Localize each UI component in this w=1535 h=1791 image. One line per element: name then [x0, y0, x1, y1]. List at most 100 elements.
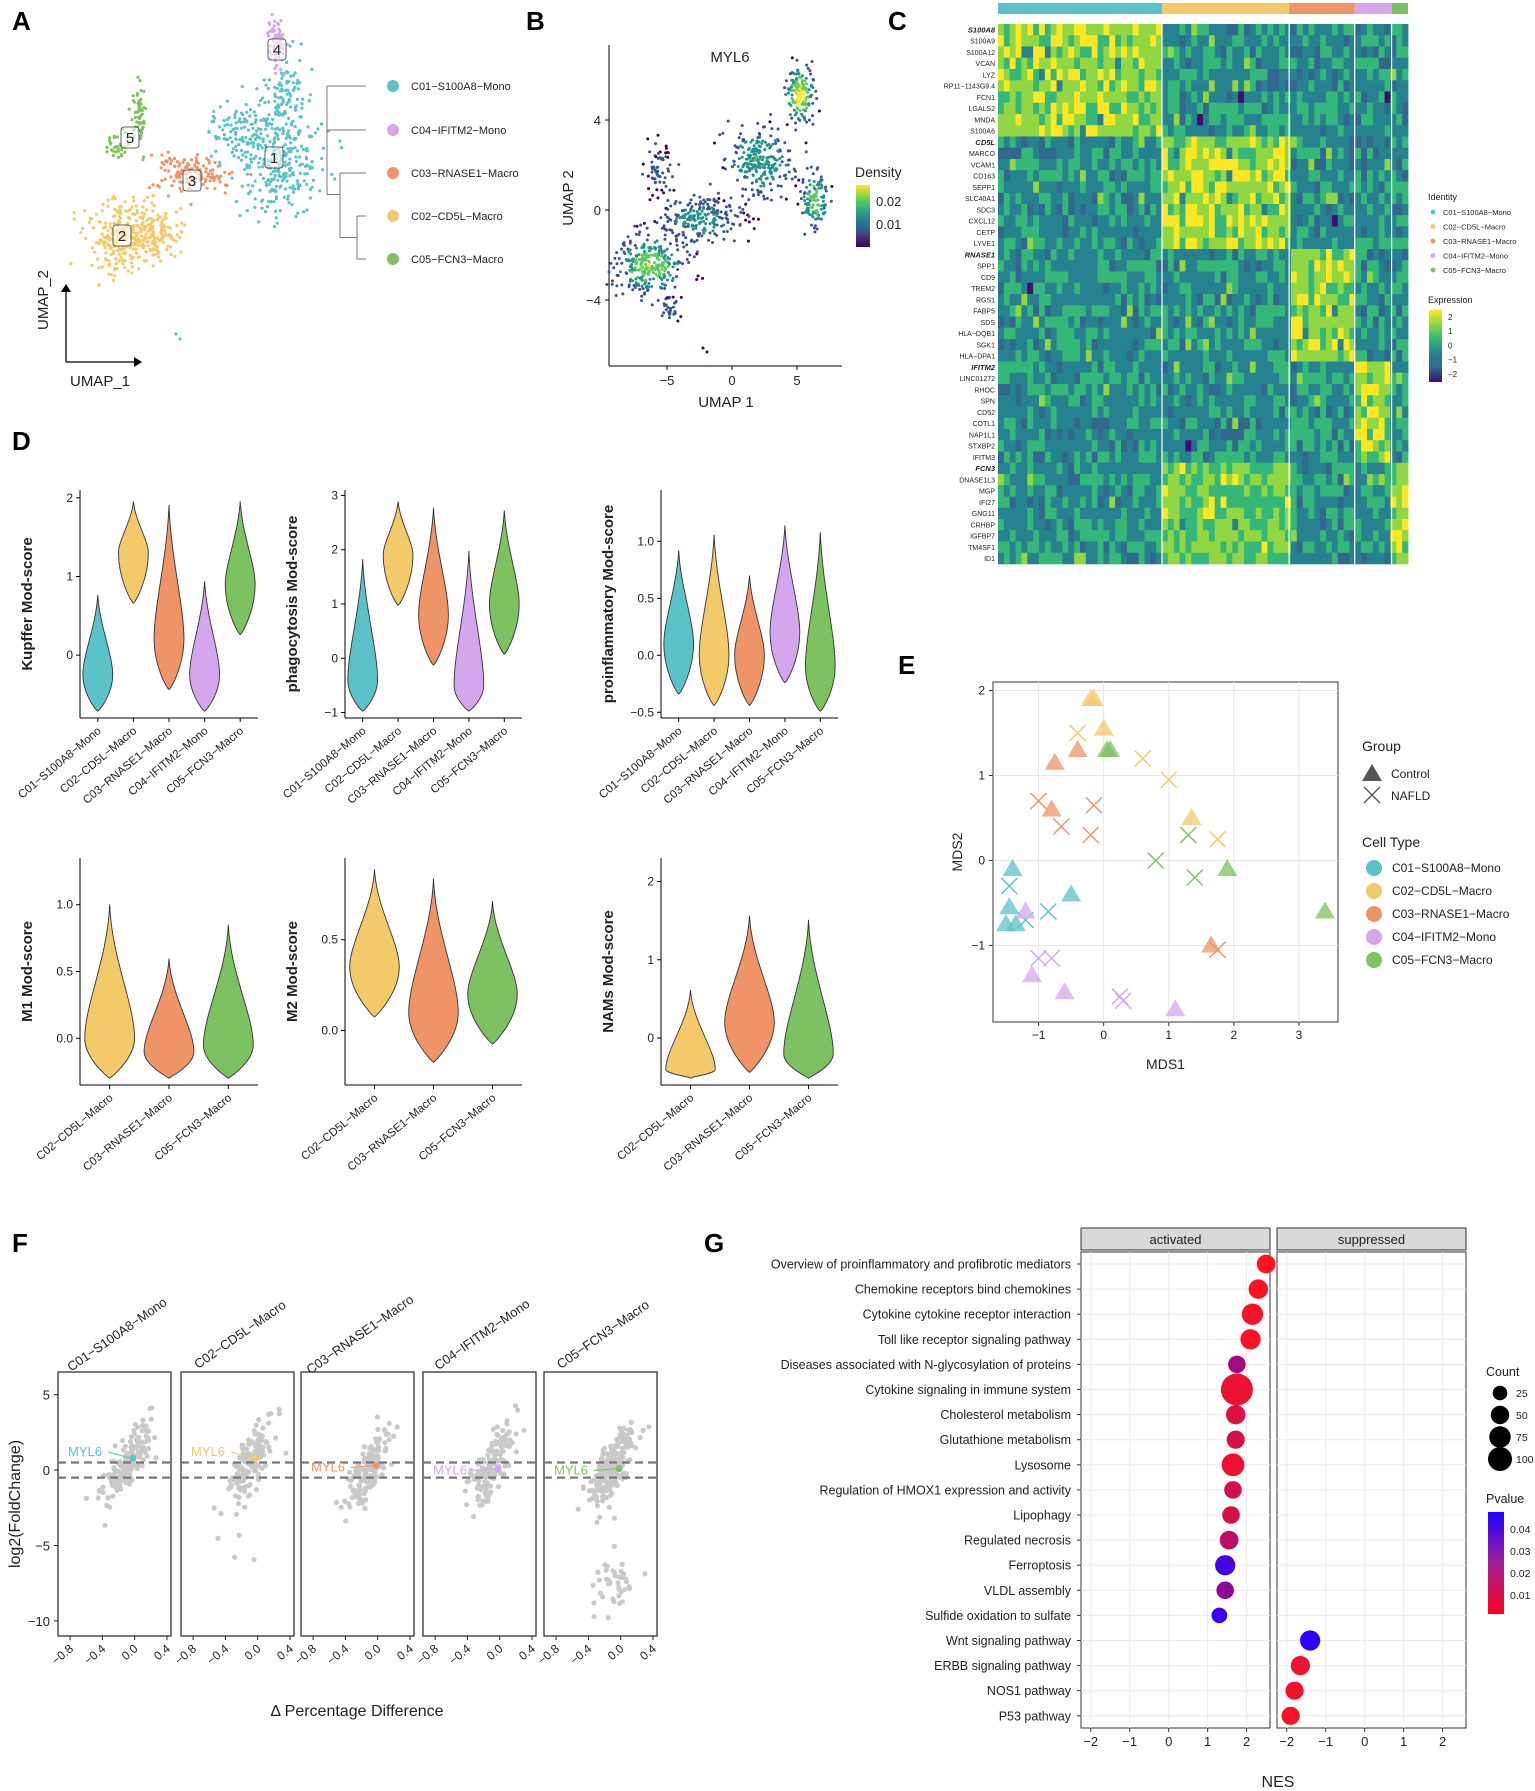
density-point [797, 178, 801, 182]
heatmap-cell [1115, 417, 1122, 430]
heatmap-cell [1162, 24, 1169, 36]
heatmap-cell [1080, 57, 1087, 70]
heatmap-cell [1384, 181, 1391, 194]
heatmap-cell [1074, 294, 1081, 306]
heatmap-cell [1003, 282, 1011, 295]
heatmap-cell [1349, 316, 1356, 329]
heatmap-cell [1156, 147, 1163, 160]
heatmap-cell [1021, 339, 1028, 351]
density-point [738, 205, 742, 209]
heatmap-cell [1003, 305, 1011, 317]
umap-point [238, 138, 242, 142]
density-point [639, 223, 643, 227]
umap-point [272, 140, 277, 144]
heatmap-cell [1384, 237, 1391, 250]
heatmap-cell [1097, 372, 1104, 385]
heatmap-cell [1039, 181, 1046, 194]
heatmap-cell [1337, 215, 1344, 227]
heatmap-cell [1068, 69, 1075, 81]
heatmap-cell [1191, 350, 1198, 362]
density-point [698, 221, 702, 225]
umap-point [109, 273, 114, 277]
heatmap-cell [1361, 339, 1368, 351]
heatmap-cell [1021, 372, 1028, 385]
umap-point [155, 236, 160, 240]
heatmap-cell [1150, 260, 1157, 272]
heatmap-cell [1173, 271, 1180, 284]
heatmap-cell [1326, 136, 1333, 149]
heatmap-cell [1396, 204, 1403, 216]
heatmap-cell [1255, 249, 1262, 261]
heatmap-cell [1162, 102, 1169, 115]
umap-point [141, 158, 145, 162]
density-point [752, 193, 756, 197]
umap-point [161, 218, 165, 222]
density-point [674, 275, 678, 279]
heatmap-cell [1015, 316, 1022, 329]
heatmap-cell [1150, 406, 1157, 419]
heatmap-cell [1027, 260, 1034, 272]
heatmap-cell [1080, 136, 1087, 149]
heatmap-cell [1121, 80, 1128, 92]
umap-point [129, 257, 133, 261]
heatmap-cell [1132, 24, 1139, 36]
heatmap-cell [1185, 57, 1192, 70]
heatmap-cell [1050, 46, 1057, 59]
heatmap-cell [1167, 294, 1175, 306]
heatmap-cell [1367, 429, 1374, 441]
umap-point [318, 189, 322, 193]
heatmap-cell [1326, 271, 1333, 284]
identity-bar [1354, 3, 1392, 14]
heatmap-cell [1337, 80, 1344, 92]
density-point [668, 313, 672, 317]
heatmap-cell [1343, 24, 1350, 36]
heatmap-cell [1203, 327, 1210, 340]
umap-point [165, 247, 169, 252]
heatmap-cell [1044, 294, 1052, 306]
umap-point [160, 179, 164, 183]
heatmap-cell [1320, 350, 1327, 362]
chart-title: MYL6 [710, 49, 749, 66]
heatmap-cell [1027, 102, 1034, 115]
heatmap-cell [1015, 327, 1022, 340]
heatmap-cell [1021, 192, 1028, 205]
heatmap-cell [1162, 69, 1169, 81]
heatmap-cell [1162, 350, 1169, 362]
heatmap-cell [1314, 384, 1321, 396]
heatmap-cell [1179, 384, 1186, 396]
umap-point [178, 337, 182, 341]
heatmap-cell [1132, 395, 1139, 407]
density-colorbar [856, 185, 870, 247]
heatmap-cell [1238, 249, 1245, 261]
heatmap-cell [1203, 24, 1210, 36]
y-tick-label: 0 [594, 203, 601, 218]
density-point [770, 127, 774, 131]
heatmap-cell [1191, 91, 1198, 104]
density-point [650, 160, 654, 164]
umap-point [140, 112, 144, 116]
umap-point [288, 146, 292, 150]
legend-label: C04−IFITM2−Mono [411, 125, 506, 137]
density-point [669, 306, 673, 310]
heatmap-cell [1208, 24, 1216, 36]
density-point [612, 266, 616, 270]
heatmap-cell [1156, 181, 1163, 194]
heatmap-cell [998, 181, 1005, 194]
heatmap-cell [1402, 417, 1409, 430]
umap-point [115, 135, 119, 139]
umap-point [283, 160, 287, 164]
heatmap-cell [1039, 260, 1046, 272]
heatmap-cell [1290, 192, 1298, 205]
legend-label: C03−RNASE1−Macro [411, 168, 519, 180]
density-point [745, 165, 749, 169]
heatmap-cell [1355, 282, 1362, 295]
density-point [722, 237, 726, 241]
heatmap-cell [1115, 226, 1122, 239]
density-point [741, 187, 745, 191]
heatmap-cell [1238, 305, 1245, 317]
heatmap-cell [1021, 24, 1028, 36]
heatmap-cell [1402, 372, 1409, 385]
heatmap-cell [1203, 316, 1210, 329]
heatmap-cell [1261, 102, 1268, 115]
heatmap-cell [1185, 69, 1192, 81]
